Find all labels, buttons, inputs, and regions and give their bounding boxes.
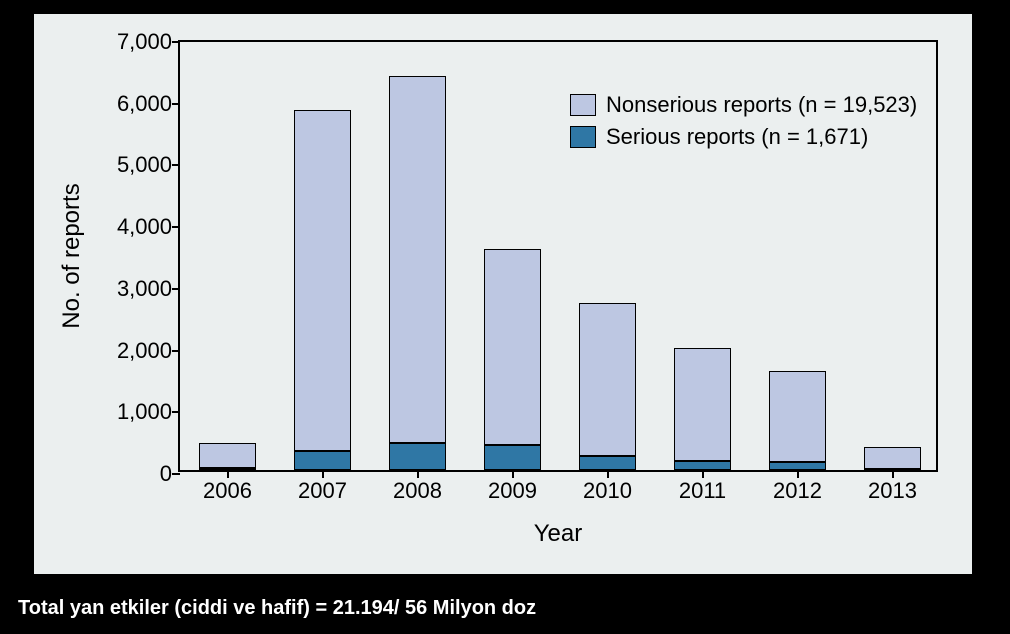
y-tick-label: 0 (160, 461, 180, 487)
y-tick-label: 2,000 (117, 338, 180, 364)
y-tick-label: 3,000 (117, 276, 180, 302)
bar-seg-nonserious (294, 110, 351, 451)
x-tick-label: 2010 (583, 470, 632, 504)
slide-caption: Total yan etkiler (ciddi ve hafif) = 21.… (18, 597, 536, 620)
bar-group (484, 249, 541, 470)
y-axis-title: No. of reports (58, 183, 86, 328)
bar-seg-nonserious (199, 443, 256, 468)
legend-swatch-serious (570, 126, 596, 148)
bar-seg-serious (199, 468, 256, 470)
bar-group (864, 447, 921, 470)
bar-seg-serious (484, 445, 541, 470)
bar-seg-nonserious (484, 249, 541, 445)
x-tick-label: 2009 (488, 470, 537, 504)
x-tick-label: 2012 (773, 470, 822, 504)
bar-seg-serious (674, 461, 731, 470)
y-tick-label: 7,000 (117, 29, 180, 55)
x-tick-label: 2006 (203, 470, 252, 504)
bar-group (199, 443, 256, 470)
bar-seg-nonserious (769, 371, 826, 462)
x-tick-label: 2013 (868, 470, 917, 504)
bar-seg-serious (294, 451, 351, 470)
bar-group (769, 371, 826, 470)
bar-group (294, 110, 351, 470)
y-tick-label: 1,000 (117, 399, 180, 425)
bar-seg-serious (389, 443, 446, 470)
legend-swatch-nonserious (570, 94, 596, 116)
bar-group (674, 348, 731, 470)
x-tick-label: 2008 (393, 470, 442, 504)
y-tick-label: 4,000 (117, 214, 180, 240)
bar-seg-nonserious (389, 76, 446, 443)
bar-seg-serious (769, 462, 826, 470)
y-tick-label: 6,000 (117, 91, 180, 117)
bar-seg-nonserious (579, 303, 636, 456)
bar-seg-nonserious (674, 348, 731, 460)
bar-seg-nonserious (864, 447, 921, 469)
x-tick-label: 2007 (298, 470, 347, 504)
bar-group (389, 76, 446, 470)
legend-item-serious: Serious reports (n = 1,671) (570, 124, 917, 150)
bar-group (579, 303, 636, 470)
plot-area: Nonserious reports (n = 19,523) Serious r… (178, 40, 938, 472)
legend-item-nonserious: Nonserious reports (n = 19,523) (570, 92, 917, 118)
legend: Nonserious reports (n = 19,523) Serious r… (570, 92, 917, 156)
x-tick-label: 2011 (679, 470, 726, 504)
legend-label-nonserious: Nonserious reports (n = 19,523) (606, 92, 917, 118)
chart-frame: No. of reports Nonserious reports (n = 1… (34, 14, 972, 574)
legend-label-serious: Serious reports (n = 1,671) (606, 124, 868, 150)
x-axis-title: Year (534, 520, 583, 548)
y-tick-label: 5,000 (117, 152, 180, 178)
bar-seg-serious (579, 456, 636, 470)
